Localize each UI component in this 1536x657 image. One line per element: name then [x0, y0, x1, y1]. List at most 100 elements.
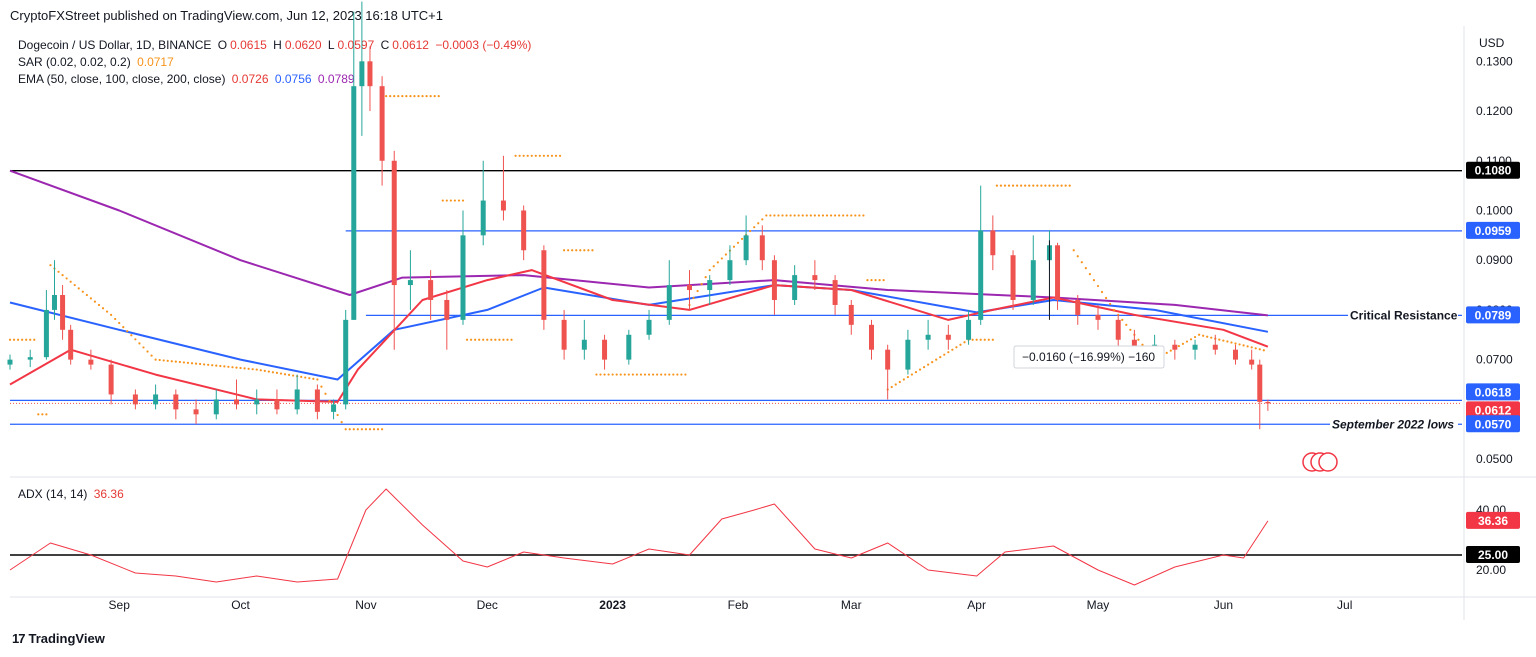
- sar-dot: [955, 346, 958, 349]
- sar-dot: [575, 249, 578, 252]
- sar-dot: [300, 375, 303, 378]
- candle-body: [743, 235, 749, 261]
- candle-body: [351, 86, 357, 320]
- sar-dot: [656, 373, 659, 376]
- change-value: −0.0003 (−0.49%): [435, 38, 532, 52]
- ema100-line: [9, 284, 1269, 381]
- sar-dot: [1129, 328, 1132, 331]
- candle-body: [1115, 319, 1121, 340]
- candle-body: [626, 334, 632, 360]
- sar-dot: [651, 373, 655, 376]
- measure-box: [1013, 345, 1165, 369]
- sar-value: 0.0717: [137, 55, 174, 69]
- sar-dot: [817, 214, 821, 217]
- sar-dot: [680, 373, 683, 376]
- sar-dot: [708, 269, 711, 272]
- sar-dot: [1238, 343, 1241, 346]
- sar-dot: [174, 360, 177, 363]
- sar-dot: [1036, 184, 1039, 187]
- candle-body: [945, 334, 951, 340]
- sar-dot: [449, 199, 452, 202]
- sar-dot: [1007, 184, 1011, 187]
- sar-dot: [336, 413, 339, 417]
- open-value: 0.0615: [230, 38, 267, 52]
- candle-body: [1075, 299, 1081, 315]
- sar-dot: [931, 361, 934, 364]
- sar-dot: [25, 338, 28, 341]
- sar-dot: [696, 289, 699, 293]
- sar-dot: [194, 362, 198, 365]
- sar-dot: [870, 278, 873, 282]
- sar-dot: [643, 373, 647, 376]
- candle-body: [51, 295, 57, 310]
- level-annotation: September 2022 lows: [1332, 417, 1454, 431]
- sar-dot: [999, 184, 1003, 187]
- sar-dot: [991, 338, 994, 341]
- time-tick-label: May: [1087, 598, 1110, 612]
- open-label: O: [217, 38, 228, 52]
- candle-body: [1257, 364, 1263, 402]
- time-tick-label: 2023: [599, 598, 626, 612]
- candle-body: [132, 394, 138, 405]
- sar-dot: [33, 338, 36, 341]
- candle-body: [7, 359, 13, 365]
- sar-dot: [546, 154, 550, 157]
- sar-dot: [433, 95, 436, 98]
- sar-dot: [922, 365, 926, 369]
- sar-dot: [324, 392, 327, 395]
- price-level-tag: [1466, 306, 1520, 324]
- sar-dot: [474, 338, 477, 341]
- sar-dot: [142, 346, 145, 349]
- sar-dot: [203, 363, 206, 366]
- candle-body: [480, 200, 486, 236]
- candle-body: [581, 339, 587, 350]
- sar-dot: [304, 376, 307, 379]
- candle-body: [646, 319, 652, 335]
- sar-dot: [1258, 348, 1261, 351]
- sar-dot: [862, 214, 865, 217]
- adx-current-tag-label: 36.36: [1478, 514, 1508, 528]
- measure-label: −0.0160 (−16.99%) −160: [1022, 350, 1155, 364]
- sar-dot: [405, 95, 408, 98]
- ema-legend: EMA (50, close, 100, close, 200, close) …: [18, 72, 358, 86]
- sar-dot: [122, 325, 125, 329]
- sar-dot: [441, 199, 444, 202]
- candle-body: [27, 357, 33, 360]
- candle-body: [379, 86, 385, 161]
- sar-dot: [12, 338, 16, 341]
- sar-dot: [1165, 351, 1168, 354]
- sar-dot: [842, 214, 845, 217]
- sar-dot: [740, 237, 744, 240]
- sar-dot: [1125, 323, 1128, 326]
- sar-dot: [1109, 302, 1112, 306]
- sar-dot: [522, 154, 525, 157]
- price-level-tag: [1466, 383, 1520, 401]
- close-label: C: [380, 38, 390, 52]
- sar-dot: [207, 363, 210, 366]
- sar-dot: [712, 265, 715, 268]
- sar-dot: [1222, 339, 1225, 342]
- sar-dot: [1015, 184, 1019, 187]
- sar-dot: [182, 361, 186, 364]
- sar-dot: [85, 293, 88, 297]
- symbol-legend: Dogecoin / US Dollar, 1D, BINANCE O 0.061…: [18, 38, 534, 52]
- sar-dot: [381, 428, 384, 431]
- sar-dot: [910, 373, 914, 376]
- sar-dot: [8, 338, 12, 341]
- sar-dot: [518, 154, 521, 157]
- sar-dot: [1177, 344, 1180, 348]
- sar-dot: [676, 373, 679, 376]
- ema50-line: [9, 269, 1269, 403]
- sar-dot: [846, 214, 849, 217]
- sar-dot: [526, 154, 529, 157]
- sar-dot: [348, 428, 351, 431]
- ema-label: EMA (50, close, 100, close, 200, close): [18, 72, 226, 86]
- sar-dot: [959, 343, 962, 346]
- sar-legend: SAR (0.02, 0.02, 0.2) 0.0717: [18, 55, 177, 69]
- sar-dot: [1113, 308, 1116, 312]
- sar-dot: [983, 338, 986, 341]
- adx-tick-label: 20.00: [1476, 563, 1506, 577]
- sar-dot: [215, 364, 218, 367]
- sar-dot: [833, 214, 837, 217]
